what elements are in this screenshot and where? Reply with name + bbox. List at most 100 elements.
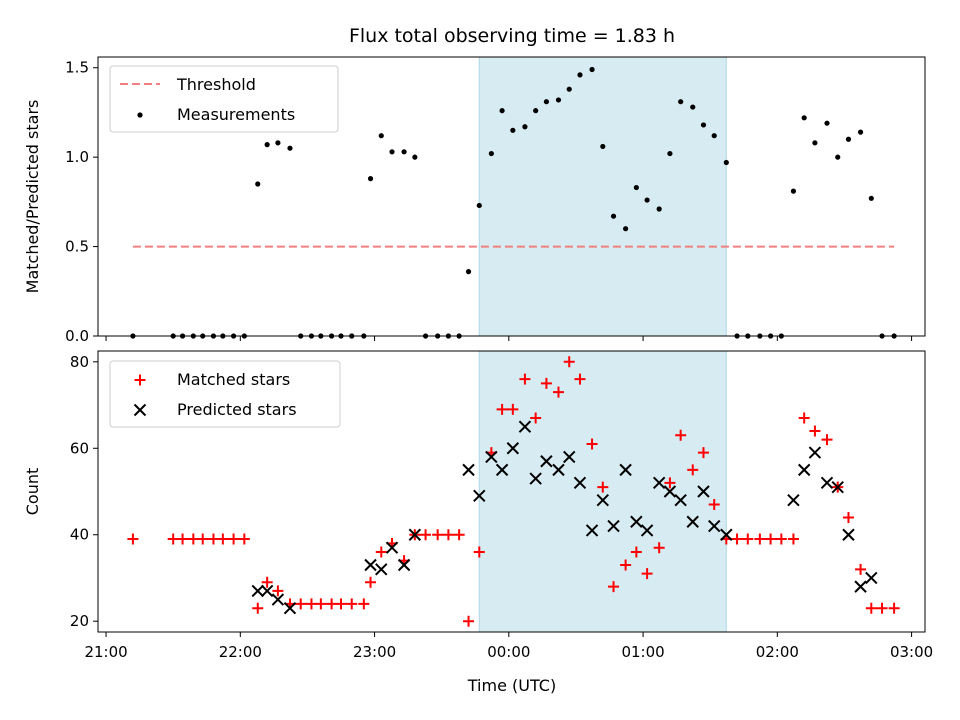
count-series bbox=[127, 356, 900, 627]
measurement-point bbox=[577, 72, 583, 78]
y-tick-label: 20 bbox=[70, 612, 89, 630]
legend-predicted-swatch bbox=[133, 403, 147, 417]
matched-star-point bbox=[315, 598, 327, 610]
predicted-star-point bbox=[408, 528, 422, 541]
y-tick-label: 0.0 bbox=[65, 327, 89, 345]
predicted-star-point bbox=[495, 463, 509, 477]
measurement-point bbox=[723, 159, 729, 166]
x-tick-label: 00:00 bbox=[487, 643, 530, 661]
measurement-point bbox=[255, 181, 261, 187]
measurement-point bbox=[488, 150, 494, 157]
matched-star-point bbox=[420, 529, 432, 541]
measurement-point bbox=[566, 86, 572, 92]
measurement-point bbox=[845, 136, 852, 142]
bottom-panel: 21:00 22:00 23:00 00:00 01:00 02:00 03:00 20 40 6… bbox=[23, 350, 933, 661]
matched-star-point bbox=[365, 576, 377, 588]
predicted-star-point bbox=[640, 524, 654, 537]
chart-title: Flux total observing time = 1.83 h bbox=[349, 25, 675, 47]
y-tick-label: 0.5 bbox=[65, 238, 89, 256]
matched-star-point bbox=[876, 602, 888, 614]
predicted-star-point bbox=[375, 563, 388, 576]
measurement-point bbox=[589, 66, 595, 73]
matched-star-point bbox=[228, 533, 240, 545]
bottom-axes-ticks: 21:00 22:00 23:00 00:00 01:00 02:00 03:00 20 40 6… bbox=[70, 353, 933, 661]
legend-predicted-label: Predicted stars bbox=[177, 400, 297, 419]
matched-star-point bbox=[326, 598, 338, 610]
measurement-point bbox=[389, 149, 395, 155]
measurement-point bbox=[801, 115, 807, 121]
measurement-point bbox=[824, 120, 830, 126]
legend-matched-label: Matched stars bbox=[177, 370, 290, 389]
predicted-star-point bbox=[518, 420, 532, 433]
matched-star-point bbox=[217, 533, 229, 545]
measurement-point bbox=[812, 140, 818, 146]
predicted-star-point bbox=[865, 571, 878, 585]
matched-star-point bbox=[675, 429, 687, 441]
measurement-point bbox=[533, 108, 539, 114]
predicted-star-point bbox=[506, 442, 520, 455]
predicted-star-point bbox=[607, 519, 620, 533]
matched-star-point bbox=[496, 403, 508, 415]
measurement-point bbox=[543, 99, 550, 105]
measurement-point bbox=[835, 154, 841, 160]
predicted-star-point bbox=[563, 450, 576, 464]
predicted-star-point bbox=[540, 455, 553, 468]
x-tick-label: 22:00 bbox=[219, 643, 262, 661]
measurement-point bbox=[499, 108, 505, 114]
matched-star-point bbox=[552, 386, 564, 398]
x-tick-label: 03:00 bbox=[890, 643, 933, 661]
matched-star-point bbox=[687, 464, 699, 476]
measurement-point bbox=[522, 124, 528, 130]
measurement-point bbox=[700, 122, 707, 128]
measurements-series bbox=[130, 66, 897, 339]
matched-star-point bbox=[187, 533, 199, 545]
measurement-point bbox=[857, 129, 864, 135]
matched-star-point bbox=[563, 356, 575, 368]
measurement-point bbox=[790, 188, 797, 194]
matched-star-point bbox=[473, 546, 485, 558]
matched-star-point bbox=[530, 412, 542, 424]
predicted-star-point bbox=[831, 480, 844, 494]
x-tick-label: 02:00 bbox=[756, 643, 799, 661]
matched-star-point bbox=[335, 598, 347, 610]
predicted-star-point bbox=[385, 541, 399, 554]
matched-star-point bbox=[620, 559, 632, 571]
matched-star-point bbox=[167, 533, 179, 545]
matched-star-point bbox=[463, 615, 475, 627]
matched-star-point bbox=[742, 533, 754, 545]
predicted-star-point bbox=[652, 476, 666, 490]
predicted-star-point bbox=[630, 515, 643, 528]
matched-star-point bbox=[809, 425, 821, 437]
bottom-legend: Matched stars Predicted stars bbox=[109, 360, 341, 428]
predicted-star-point bbox=[720, 528, 733, 541]
measurement-point bbox=[633, 184, 639, 191]
predicted-star-point bbox=[397, 558, 411, 572]
matched-star-point bbox=[453, 529, 465, 541]
top-axes-frame bbox=[97, 56, 926, 337]
measurement-point bbox=[600, 143, 606, 150]
measurement-point bbox=[690, 104, 696, 110]
legend-measurement-label: Measurements bbox=[177, 105, 295, 124]
measurement-point bbox=[667, 150, 673, 157]
matched-star-point bbox=[127, 533, 139, 545]
y-tick-label: 1.5 bbox=[65, 59, 89, 77]
legend-box bbox=[109, 65, 339, 133]
matched-star-point bbox=[507, 403, 519, 415]
predicted-star-point bbox=[697, 485, 710, 498]
matched-star-point bbox=[888, 602, 900, 614]
matched-star-point bbox=[540, 377, 552, 389]
predicted-star-point bbox=[529, 472, 542, 485]
predicted-star-point bbox=[485, 450, 498, 464]
matched-star-point bbox=[775, 533, 787, 545]
matched-star-point bbox=[375, 546, 387, 558]
predicted-star-point bbox=[283, 602, 297, 615]
top-panel: 0.0 0.5 1.0 1.5 Matched/Predicted stars Thr… bbox=[23, 56, 926, 345]
matched-star-point bbox=[272, 585, 284, 597]
matched-star-point bbox=[295, 598, 307, 610]
matched-star-point bbox=[346, 598, 358, 610]
bottom-ylabel: Count bbox=[23, 468, 42, 516]
predicted-star-point bbox=[473, 489, 486, 503]
measurement-point bbox=[275, 140, 281, 146]
highlight-span-rect bbox=[478, 56, 727, 337]
y-tick-label: 1.0 bbox=[65, 148, 89, 166]
